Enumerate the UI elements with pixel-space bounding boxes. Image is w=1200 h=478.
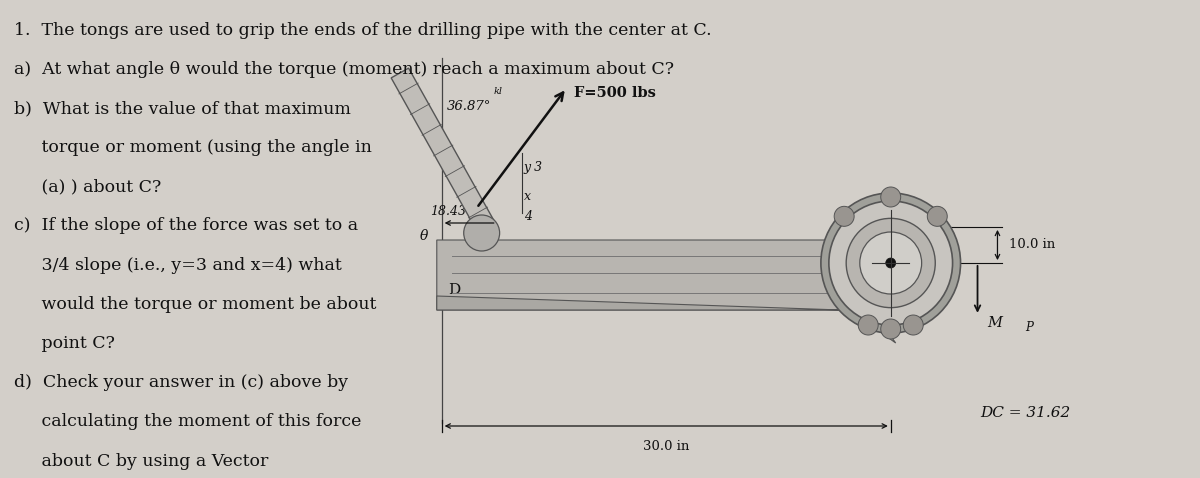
Polygon shape bbox=[391, 68, 496, 233]
Text: would the torque or moment be about: would the torque or moment be about bbox=[14, 296, 377, 313]
Text: 10.0 in: 10.0 in bbox=[1009, 239, 1056, 251]
Circle shape bbox=[928, 206, 947, 226]
Text: x: x bbox=[523, 190, 530, 203]
Text: about C by using a Vector: about C by using a Vector bbox=[14, 453, 269, 470]
Circle shape bbox=[846, 218, 935, 308]
Text: DC = 31.62: DC = 31.62 bbox=[980, 406, 1070, 420]
Text: kl: kl bbox=[493, 87, 503, 96]
Circle shape bbox=[881, 187, 901, 207]
Circle shape bbox=[463, 215, 499, 251]
Text: torque or moment (using the angle in: torque or moment (using the angle in bbox=[14, 139, 372, 156]
Text: P: P bbox=[1026, 321, 1033, 334]
Polygon shape bbox=[437, 240, 901, 310]
Circle shape bbox=[886, 258, 895, 268]
Text: (a) ) about C?: (a) ) about C? bbox=[14, 178, 162, 196]
Text: c)  If the slope of the force was set to a: c) If the slope of the force was set to … bbox=[14, 217, 359, 235]
Text: M: M bbox=[988, 315, 1002, 330]
Circle shape bbox=[834, 206, 854, 226]
Text: θ: θ bbox=[420, 229, 428, 243]
Text: y 3: y 3 bbox=[523, 162, 542, 174]
Circle shape bbox=[821, 193, 960, 333]
Circle shape bbox=[858, 315, 878, 335]
Text: 18.43: 18.43 bbox=[430, 205, 466, 218]
Text: D: D bbox=[448, 283, 460, 297]
Text: F=500 lbs: F=500 lbs bbox=[575, 86, 656, 100]
Polygon shape bbox=[437, 296, 895, 343]
Text: b)  What is the value of that maximum: b) What is the value of that maximum bbox=[14, 100, 352, 117]
Text: 30.0 in: 30.0 in bbox=[643, 440, 690, 453]
Text: 1.  The tongs are used to grip the ends of the drilling pipe with the center at : 1. The tongs are used to grip the ends o… bbox=[14, 22, 712, 39]
Text: point C?: point C? bbox=[14, 335, 115, 352]
Text: C: C bbox=[856, 234, 866, 248]
Text: 36.87°: 36.87° bbox=[446, 100, 491, 113]
Circle shape bbox=[904, 315, 923, 335]
Circle shape bbox=[881, 319, 901, 339]
Text: 3/4 slope (i.e., y=3 and x=4) what: 3/4 slope (i.e., y=3 and x=4) what bbox=[14, 257, 342, 274]
Circle shape bbox=[859, 232, 922, 294]
Circle shape bbox=[829, 201, 953, 325]
Text: d)  Check your answer in (c) above by: d) Check your answer in (c) above by bbox=[14, 374, 348, 391]
Text: a)  At what angle θ would the torque (moment) reach a maximum about C?: a) At what angle θ would the torque (mom… bbox=[14, 61, 674, 78]
Text: 4: 4 bbox=[523, 210, 532, 223]
Text: calculating the moment of this force: calculating the moment of this force bbox=[14, 413, 361, 431]
